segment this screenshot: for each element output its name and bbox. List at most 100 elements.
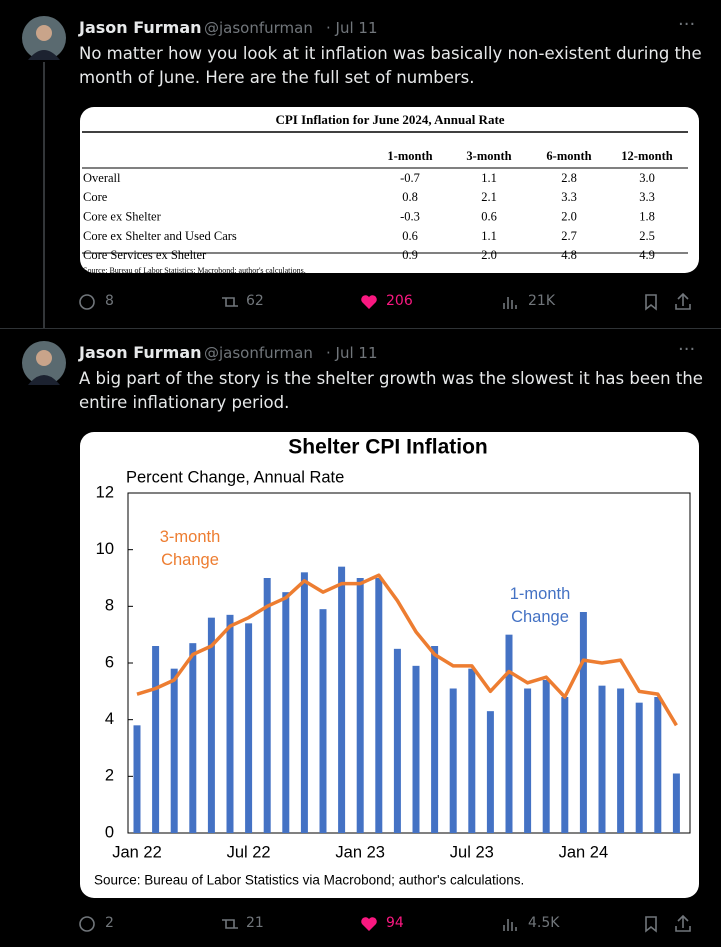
column-header: 3-month	[466, 149, 511, 163]
table-cell: 4.8	[561, 248, 577, 262]
row-label: Core	[83, 190, 108, 204]
x-tick-label: Jan 22	[112, 843, 162, 861]
x-tick-label: Jan 23	[335, 843, 385, 861]
bar	[635, 702, 643, 833]
view-count[interactable]: 4.5K	[528, 915, 560, 931]
chart-image: Shelter CPI Inflation Percent Change, Ann…	[80, 432, 699, 898]
avatar-body	[28, 375, 60, 385]
table-cell: 2.7	[561, 229, 577, 243]
avatar	[22, 341, 66, 385]
avatar	[22, 16, 66, 60]
row-label: Overall	[83, 171, 121, 185]
table-cell: 0.6	[402, 229, 418, 243]
bar	[524, 688, 532, 833]
separator	[0, 328, 721, 329]
table-cell: -0.3	[400, 209, 420, 223]
table-cell: 2.0	[481, 248, 497, 262]
bar	[672, 773, 680, 833]
action-icons	[79, 292, 691, 311]
like-count[interactable]: 206	[386, 293, 413, 309]
more[interactable]: ···	[678, 339, 696, 360]
reply-icon	[79, 916, 95, 932]
line	[136, 573, 678, 727]
row-label: Core ex Shelter and Used Cars	[83, 229, 237, 243]
y-tick-label: 0	[105, 823, 114, 841]
bar	[207, 617, 215, 833]
y-tick-label: 12	[96, 483, 114, 501]
share-icon	[675, 292, 691, 310]
y-tick-label: 10	[96, 540, 114, 558]
column-header: 12-month	[621, 149, 672, 163]
x-tick-label: Jan 24	[559, 843, 609, 861]
reply-count[interactable]: 8	[105, 293, 114, 309]
like-icon	[361, 295, 377, 309]
column-header: 1-month	[387, 149, 432, 163]
bar	[245, 623, 253, 833]
table-cell: 1.8	[639, 209, 655, 223]
bar	[170, 668, 178, 833]
y-tick-label: 2	[105, 767, 114, 785]
bar	[338, 566, 346, 833]
bar	[654, 697, 662, 833]
thread-line	[43, 62, 45, 328]
bookmark-icon	[645, 294, 657, 311]
handle[interactable]: @jasonfurman	[204, 19, 313, 37]
action-icons	[79, 914, 691, 933]
table-cell: 2.8	[561, 171, 577, 185]
bar	[431, 646, 439, 833]
bar	[412, 665, 420, 833]
chart-source: Source: Bureau of Labor Statistics via M…	[94, 873, 524, 888]
views-icon	[503, 919, 517, 931]
more[interactable]: ···	[678, 14, 696, 35]
view-count[interactable]: 21K	[528, 293, 555, 309]
repost-count[interactable]: 21	[246, 915, 264, 931]
table-cell: 2.0	[561, 209, 577, 223]
table-cell: 3.3	[639, 190, 655, 204]
chart-subtitle: Percent Change, Annual Rate	[126, 468, 344, 486]
table-cell: 1.1	[481, 229, 497, 243]
x-tick-label: Jul 23	[450, 843, 494, 861]
table-cell: 3.0	[639, 171, 655, 185]
table-cell: -0.7	[400, 171, 420, 185]
table-cell: 1.1	[481, 171, 497, 185]
like-icon	[361, 917, 377, 931]
bar	[300, 572, 308, 833]
table-cell: 3.3	[561, 190, 577, 204]
tweet-text: No matter how you look at it inflation w…	[79, 44, 702, 87]
table-title: CPI Inflation for June 2024, Annual Rate	[275, 112, 504, 127]
y-tick-label: 4	[105, 710, 114, 728]
table-cell: 2.1	[481, 190, 497, 204]
like-count[interactable]: 94	[386, 915, 404, 931]
bar	[486, 711, 494, 833]
bar	[579, 612, 587, 833]
reply-icon	[79, 294, 95, 310]
bar	[356, 578, 364, 833]
table-cell: 4.9	[639, 248, 655, 262]
share-icon	[675, 914, 691, 932]
bar	[393, 648, 401, 833]
bar	[133, 725, 141, 833]
row-label: Core ex Shelter	[83, 209, 162, 223]
date[interactable]: · Jul 11	[326, 19, 378, 37]
avatar-face	[36, 25, 52, 41]
chart-title: Shelter CPI Inflation	[288, 436, 488, 459]
y-tick-label: 6	[105, 653, 114, 671]
views-icon	[503, 297, 517, 309]
bar	[263, 578, 271, 833]
bookmark-icon	[645, 916, 657, 933]
handle[interactable]: @jasonfurman	[204, 344, 313, 362]
avatar-body	[28, 50, 60, 60]
author-name[interactable]: Jason Furman	[79, 343, 202, 362]
table-source: Source: Bureau of Labor Statistics; Macr…	[83, 266, 306, 273]
repost-count[interactable]: 62	[246, 293, 264, 309]
author-name[interactable]: Jason Furman	[79, 18, 202, 37]
table-cell: 0.8	[402, 190, 418, 204]
bar	[189, 643, 197, 833]
x-tick-label: Jul 22	[227, 843, 271, 861]
row-label: Core Services ex Shelter	[83, 248, 207, 262]
date[interactable]: · Jul 11	[326, 344, 378, 362]
table-cell: 0.9	[402, 248, 418, 262]
reply-count[interactable]: 2	[105, 915, 114, 931]
table-bg	[80, 107, 699, 273]
